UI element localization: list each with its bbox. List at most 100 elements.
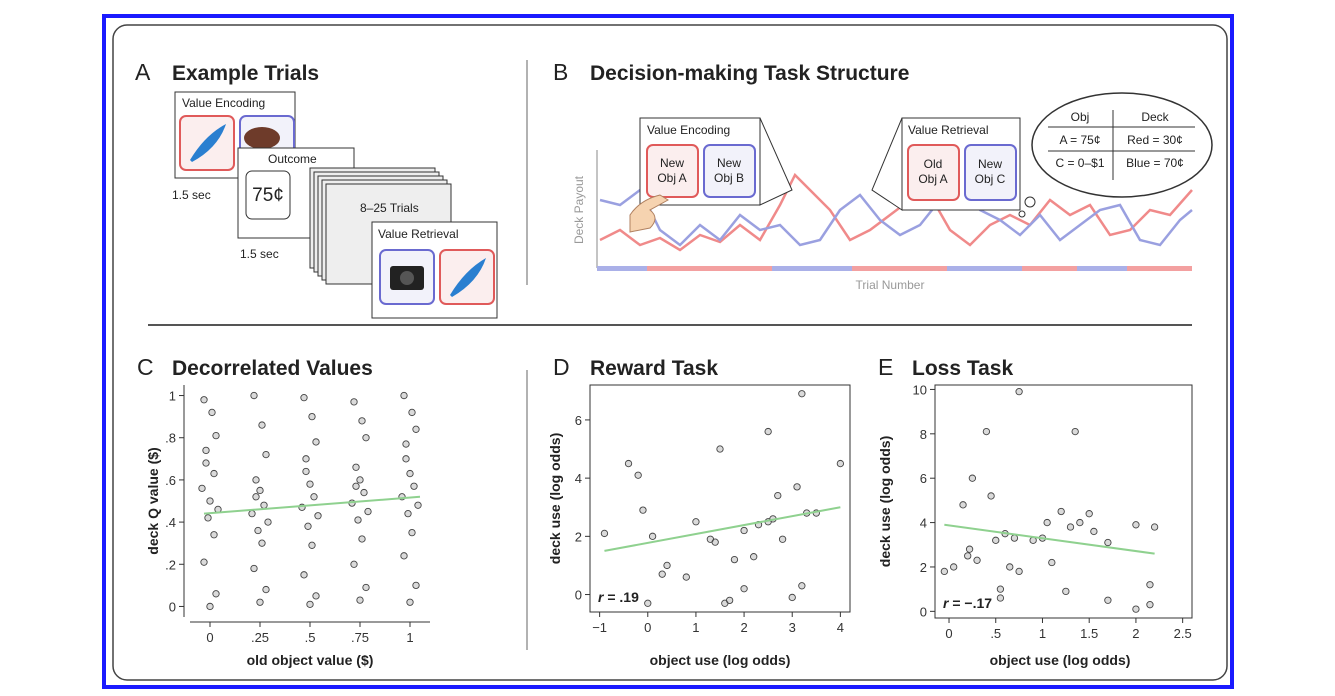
x-tick-label: .5: [990, 626, 1001, 641]
y-axis-label: deck Q value ($): [145, 447, 161, 554]
chart-title: Loss Task: [912, 357, 1013, 380]
option: [907, 144, 960, 201]
callout-title: Value Encoding: [647, 123, 730, 137]
panel-letter: C: [137, 354, 154, 380]
outcome-box: [245, 170, 291, 220]
point: [358, 535, 366, 543]
y-axis-label: deck use (log odds): [877, 436, 893, 567]
x-tick-label: 0: [206, 630, 213, 645]
point: [658, 570, 666, 578]
point: [973, 556, 981, 564]
point: [778, 535, 787, 543]
x-tick-label: .75: [351, 630, 369, 645]
point: [711, 538, 719, 546]
option: [646, 144, 699, 198]
point: [408, 528, 416, 537]
option: [703, 144, 756, 198]
option-label: Obj C: [975, 172, 1006, 186]
point: [725, 596, 734, 605]
y-tick-label: 6: [575, 413, 582, 428]
point: [202, 446, 210, 455]
point: [356, 596, 364, 604]
point: [406, 598, 414, 606]
point: [208, 408, 216, 417]
point: [1057, 507, 1065, 516]
point: [1104, 596, 1112, 604]
point: [1090, 527, 1098, 536]
point: [940, 567, 948, 576]
table-header: Deck: [1141, 110, 1169, 124]
point: [350, 560, 358, 568]
y-tick-label: 4: [575, 471, 582, 486]
point: [1071, 427, 1079, 436]
y-tick-label: 6: [920, 471, 927, 486]
plot-frame: [589, 384, 851, 613]
point: [252, 476, 260, 484]
point: [402, 440, 410, 448]
y-tick-label: 2: [920, 560, 927, 575]
point: [663, 561, 671, 570]
annotation-r: r: [943, 595, 950, 611]
point: [1146, 581, 1154, 589]
annotation: r = .19: [598, 589, 639, 605]
point: [260, 501, 268, 509]
point: [1132, 605, 1140, 613]
outer-frame: [102, 14, 1234, 689]
duration: 1.5 sec: [172, 188, 211, 202]
point: [304, 522, 312, 530]
annotation-r: r: [598, 589, 605, 605]
point: [648, 532, 657, 540]
point: [1015, 388, 1023, 396]
point: [364, 507, 372, 516]
point: [836, 459, 845, 468]
x-tick-label: 2: [740, 620, 747, 635]
point: [730, 555, 739, 564]
point: [764, 427, 772, 436]
trend-line: [203, 495, 421, 515]
x-axis-label: object use (log odds): [990, 652, 1131, 668]
panel-title: Decision-making Task Structure: [590, 62, 909, 85]
point: [258, 539, 266, 547]
block-bar: [597, 266, 647, 271]
x-tick-label: 3: [789, 620, 796, 635]
table-cell: C = 0–$1: [1055, 156, 1104, 170]
point: [406, 469, 414, 478]
point: [198, 484, 206, 492]
point: [600, 529, 609, 538]
table-cell: Red = 30¢: [1127, 133, 1183, 147]
point: [740, 585, 748, 593]
point: [250, 564, 258, 573]
x-tick-label: 1: [1039, 626, 1046, 641]
option: [964, 144, 1017, 201]
option-label: New: [717, 156, 741, 170]
block-bar: [772, 266, 852, 271]
point: [312, 438, 320, 446]
point: [362, 583, 370, 592]
option-label: Old: [924, 157, 943, 171]
point: [312, 592, 320, 600]
point: [402, 455, 410, 463]
y-tick-label: 0: [169, 599, 176, 614]
point: [788, 593, 796, 602]
block-bar: [947, 266, 1022, 271]
point: [400, 391, 408, 400]
plot-frame: [934, 384, 1193, 619]
point: [716, 445, 724, 453]
option-label: Obj B: [714, 171, 744, 185]
point: [992, 536, 1000, 544]
panel-letter: A: [135, 59, 151, 85]
point: [314, 512, 322, 520]
point: [793, 483, 801, 491]
point: [740, 526, 748, 535]
point: [414, 501, 422, 509]
x-tick-label: .5: [305, 630, 316, 645]
trend-line: [604, 506, 841, 552]
point: [310, 493, 318, 501]
camera-lens: [400, 271, 414, 285]
hand-icon: [629, 194, 669, 233]
x-tick-label: 1: [406, 630, 413, 645]
point: [987, 492, 995, 500]
point: [982, 427, 991, 436]
feather-icon: [450, 258, 486, 297]
point: [1006, 563, 1014, 571]
